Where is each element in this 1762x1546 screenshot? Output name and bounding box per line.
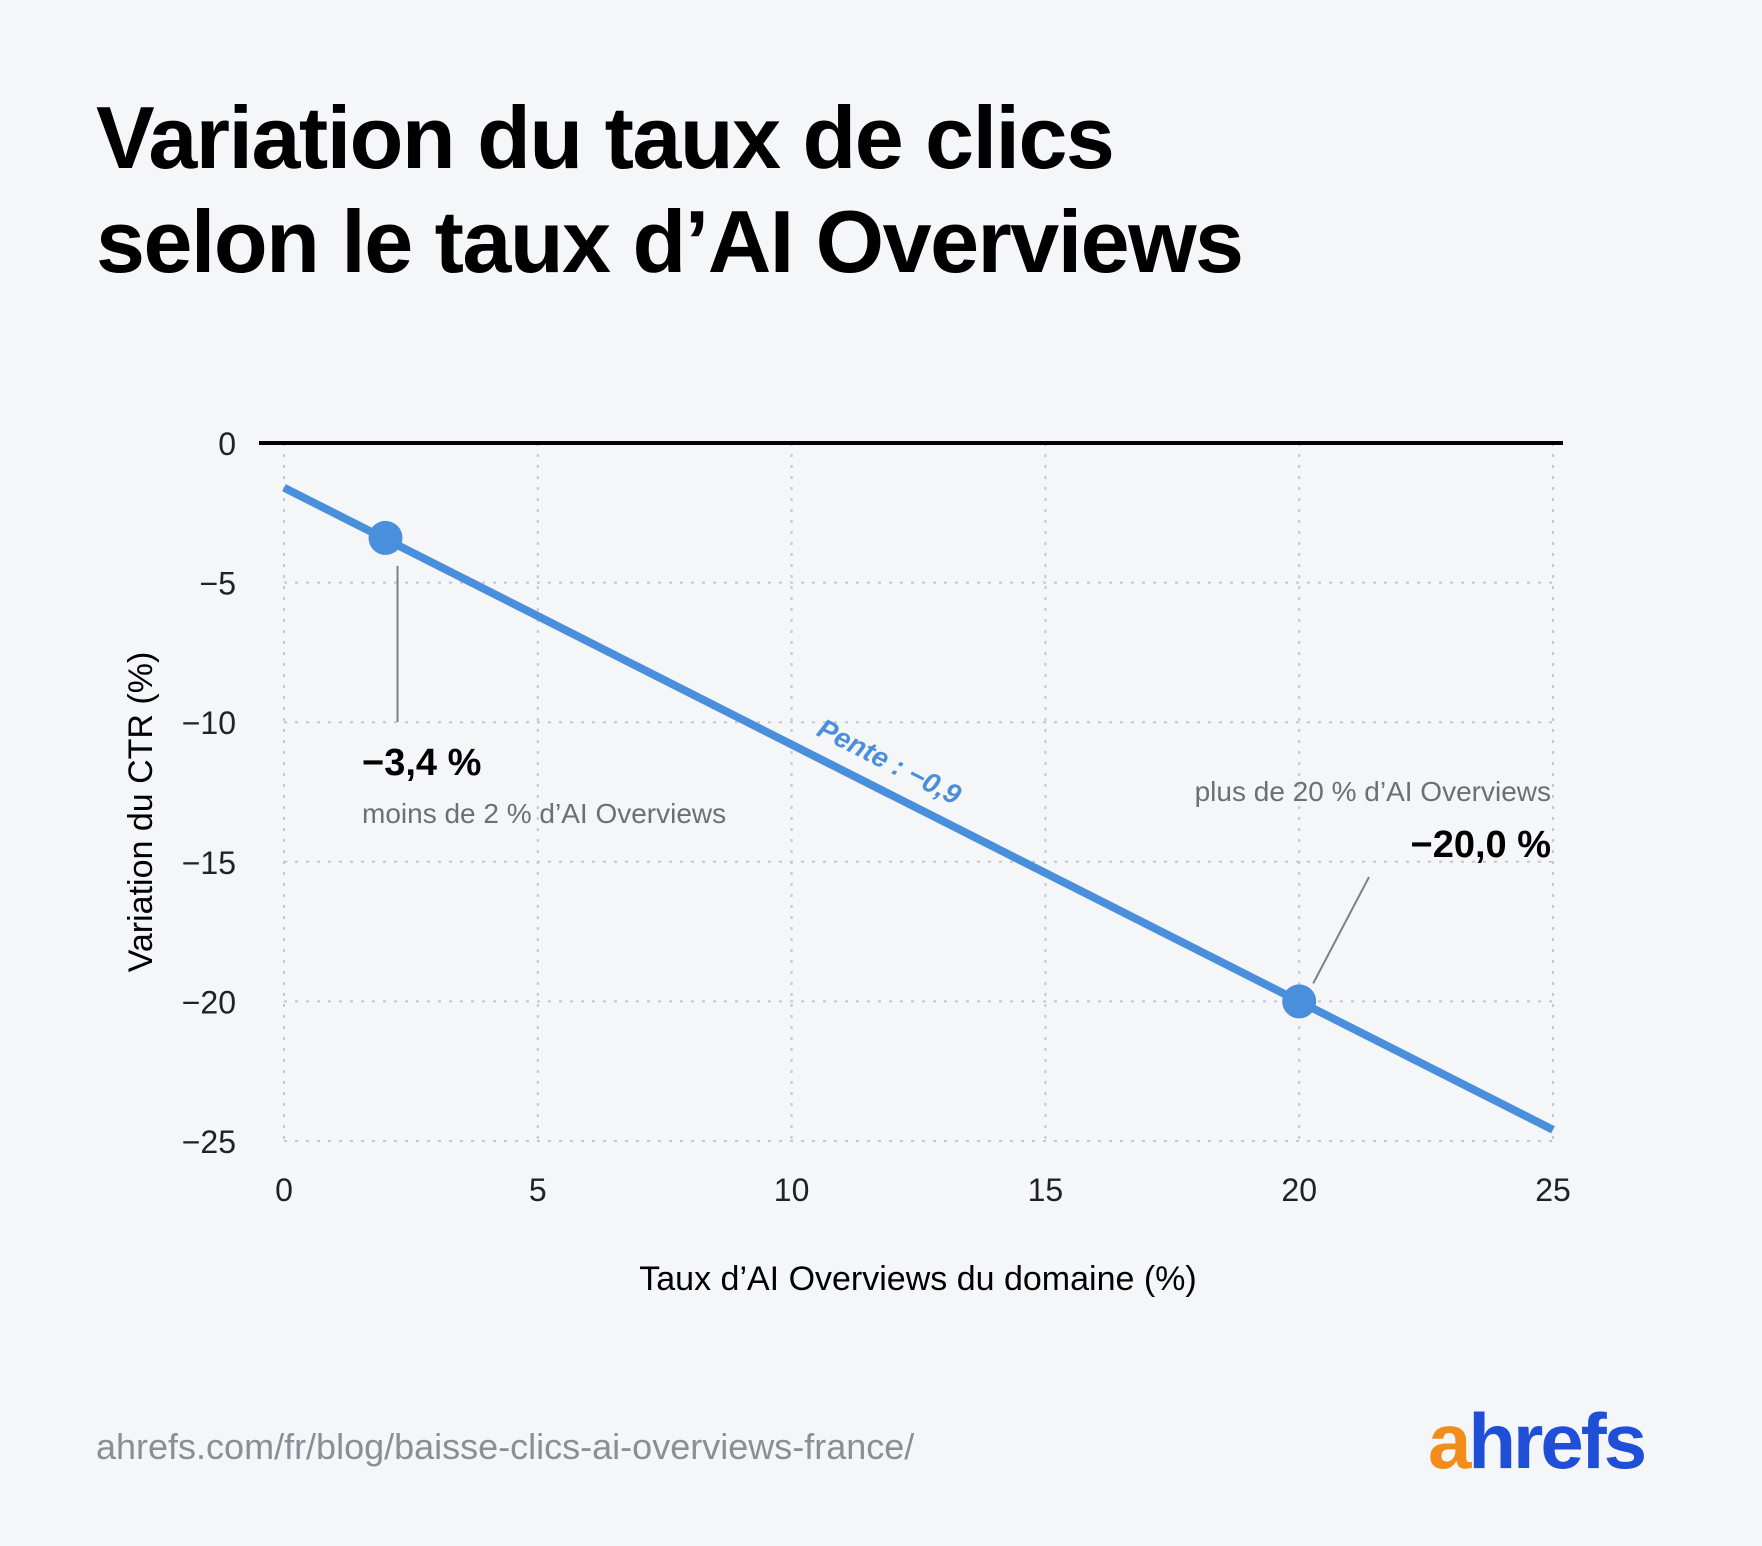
x-tick-labels: 0 5 10 15 20 25 [275,1172,1571,1208]
ahrefs-logo: ahrefs [1428,1396,1647,1487]
point1-value-label: −3,4 % [362,742,481,784]
x-tick-label: 10 [774,1172,810,1208]
x-tick-label: 20 [1281,1172,1317,1208]
x-tick-label: 25 [1535,1172,1571,1208]
grid-lines [283,443,1554,1142]
x-tick-label: 0 [275,1172,293,1208]
point2-leader-line [1312,876,1370,984]
trend-line [282,484,1555,1134]
point1-description: moins de 2 % d’AI Overviews [362,798,726,829]
y-tick-label: −25 [182,1124,236,1160]
y-tick-label: −20 [182,984,236,1020]
title-line-2: selon le taux d’AI Overviews [96,192,1244,291]
logo-a: a [1428,1397,1471,1485]
highlight-point-2 [1282,984,1317,1019]
x-tick-label: 15 [1028,1172,1064,1208]
y-tick-label: −5 [200,566,236,602]
y-tick-label: −15 [182,845,236,881]
chart-title: Variation du taux de clics selon le taux… [96,86,1244,294]
point2-description: plus de 20 % d’AI Overviews [1195,776,1551,807]
y-tick-labels: 0 −5 −10 −15 −20 −25 [182,426,236,1160]
point2-value-label: −20,0 % [1411,824,1552,866]
title-line-1: Variation du taux de clics [96,88,1115,187]
x-tick-label: 5 [529,1172,547,1208]
y-tick-label: 0 [218,426,236,462]
y-axis-label: Variation du CTR (%) [122,652,160,973]
highlight-point-1 [368,520,403,555]
y-tick-label: −10 [182,705,236,741]
x-axis-label: Taux d’AI Overviews du domaine (%) [639,1260,1196,1298]
source-url[interactable]: ahrefs.com/fr/blog/baisse-clics-ai-overv… [96,1426,915,1467]
logo-rest: hrefs [1468,1397,1647,1485]
